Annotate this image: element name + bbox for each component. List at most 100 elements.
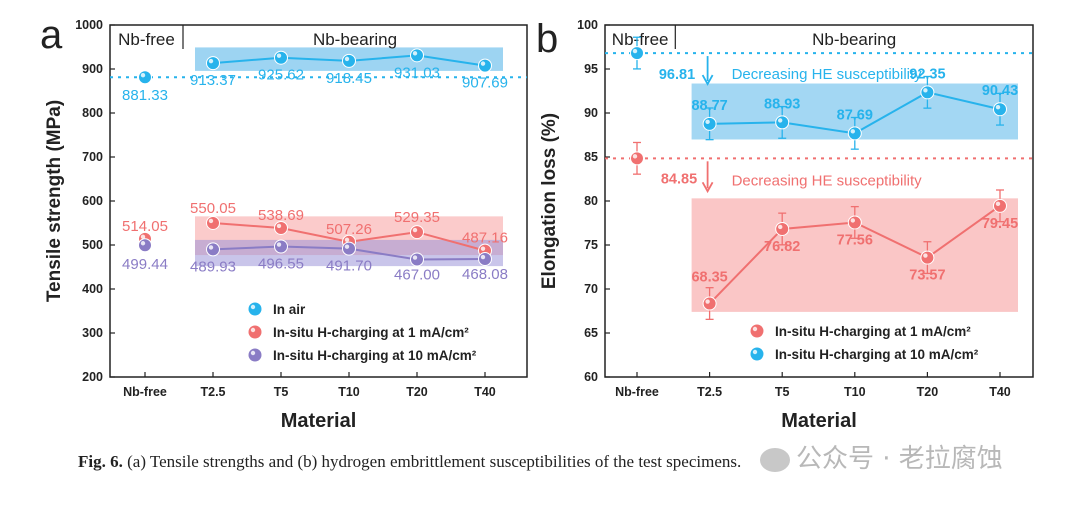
legend-marker — [750, 324, 764, 338]
legend-label: In-situ H-charging at 1 mA/cm² — [273, 325, 469, 340]
data-point — [274, 50, 288, 65]
data-point — [478, 252, 492, 267]
y-tick-label: 85 — [584, 150, 598, 164]
y-tick-label: 500 — [82, 238, 103, 252]
annotation-decreasing-he-10ma: Decreasing HE susceptibility — [732, 66, 923, 83]
legend-label: In air — [273, 302, 306, 317]
data-label: 73.57 — [909, 268, 945, 284]
data-point — [775, 221, 790, 236]
data-label: 931.03 — [394, 64, 440, 81]
x-tick-label: T40 — [989, 385, 1011, 399]
data-label: 550.05 — [190, 200, 236, 217]
legend-label: In-situ H-charging at 10 mA/cm² — [273, 348, 477, 363]
data-point — [138, 238, 152, 253]
data-point — [410, 48, 424, 63]
data-point — [920, 250, 935, 265]
data-point — [206, 215, 220, 230]
legend-label: In-situ H-charging at 10 mA/cm² — [775, 347, 979, 362]
data-point-highlight — [140, 234, 146, 240]
region-label-nb-free: Nb-free — [118, 30, 175, 49]
data-point-highlight — [344, 237, 350, 243]
legend-marker — [248, 325, 262, 339]
x-tick-label: Nb-free — [123, 385, 167, 399]
data-point-highlight — [480, 61, 486, 66]
y-tick-label: 60 — [584, 370, 598, 384]
x-tick-label: T10 — [844, 385, 866, 399]
data-label: 918.45 — [326, 70, 372, 87]
data-label: 489.93 — [190, 258, 236, 275]
data-point — [630, 151, 644, 166]
data-point — [410, 225, 424, 240]
data-label: 538.69 — [258, 207, 304, 224]
data-point — [775, 115, 790, 130]
data-label: 468.08 — [462, 266, 508, 283]
panel-letter: b — [536, 17, 558, 61]
legend-marker-highlight — [250, 304, 256, 310]
arrow-head-1ma — [701, 181, 714, 194]
data-label: 913.37 — [190, 72, 236, 89]
x-axis-label: Material — [781, 410, 857, 432]
arrow-head-10ma — [701, 74, 714, 86]
x-tick-label: T2.5 — [200, 385, 225, 399]
data-point — [342, 241, 356, 256]
legend-marker-highlight — [752, 326, 758, 332]
data-label: 92.35 — [909, 66, 945, 82]
data-label: 87.69 — [837, 107, 873, 123]
data-point-highlight — [705, 119, 710, 125]
data-point — [138, 70, 152, 85]
data-point-highlight — [276, 242, 282, 247]
wechat-icon — [760, 447, 790, 472]
data-point-highlight — [850, 218, 855, 223]
x-tick-label: T20 — [917, 385, 939, 399]
data-label: 77.56 — [837, 232, 873, 248]
data-point-highlight — [140, 241, 146, 246]
y-axis-label: Elongation loss (%) — [539, 113, 560, 289]
data-point-highlight — [923, 253, 928, 258]
data-label: 88.77 — [691, 98, 727, 114]
data-label: 76.82 — [764, 239, 800, 255]
region-label-nb-bearing: Nb-bearing — [313, 30, 397, 49]
x-tick-label: T40 — [474, 385, 496, 399]
data-point — [342, 53, 356, 68]
y-tick-label: 95 — [584, 62, 598, 76]
data-point-highlight — [208, 58, 214, 64]
y-tick-label: 70 — [584, 282, 598, 296]
legend: In-situ H-charging at 1 mA/cm² In-situ H-… — [750, 324, 979, 362]
y-tick-label: 800 — [82, 106, 103, 120]
figure-caption: Fig. 6. (a) Tensile strengths and (b) hy… — [78, 452, 741, 472]
x-tick-label: T10 — [338, 385, 360, 399]
data-label: 529.35 — [394, 209, 440, 226]
data-point-highlight — [208, 245, 214, 250]
data-point-highlight — [995, 201, 1001, 207]
data-point — [274, 239, 288, 254]
data-point — [410, 252, 424, 267]
panel-b: b Nb-free Nb-bearing 60 65 70 75 80 85 90 95 100 Nb-… — [536, 17, 1034, 432]
data-label: 496.55 — [258, 256, 304, 273]
legend-marker — [750, 347, 764, 361]
data-point — [206, 56, 220, 71]
annotation-decreasing-he-1ma: Decreasing HE susceptibility — [732, 172, 923, 189]
figure-label: Fig. 6. — [78, 452, 123, 471]
x-tick-label: T5 — [775, 385, 790, 399]
data-label: 84.85 — [661, 171, 697, 187]
y-tick-label: 200 — [82, 370, 103, 384]
panel-letter: a — [40, 13, 63, 57]
data-point — [702, 296, 717, 311]
data-point — [702, 116, 717, 131]
y-tick-label: 80 — [584, 194, 598, 208]
data-point-highlight — [276, 223, 282, 229]
data-point-highlight — [480, 254, 486, 260]
data-point — [847, 126, 862, 141]
data-point — [630, 46, 644, 61]
x-tick-label: Nb-free — [615, 385, 659, 399]
data-point — [993, 198, 1007, 213]
y-tick-label: 1000 — [75, 18, 103, 32]
data-label: 907.69 — [462, 75, 508, 92]
legend-marker — [248, 348, 262, 362]
data-point-highlight — [480, 246, 486, 251]
data-label: 96.81 — [659, 67, 695, 83]
y-tick-label: 300 — [82, 326, 103, 340]
y-tick-label: 75 — [584, 238, 598, 252]
data-point — [993, 102, 1007, 117]
region-label-nb-free: Nb-free — [612, 30, 669, 49]
